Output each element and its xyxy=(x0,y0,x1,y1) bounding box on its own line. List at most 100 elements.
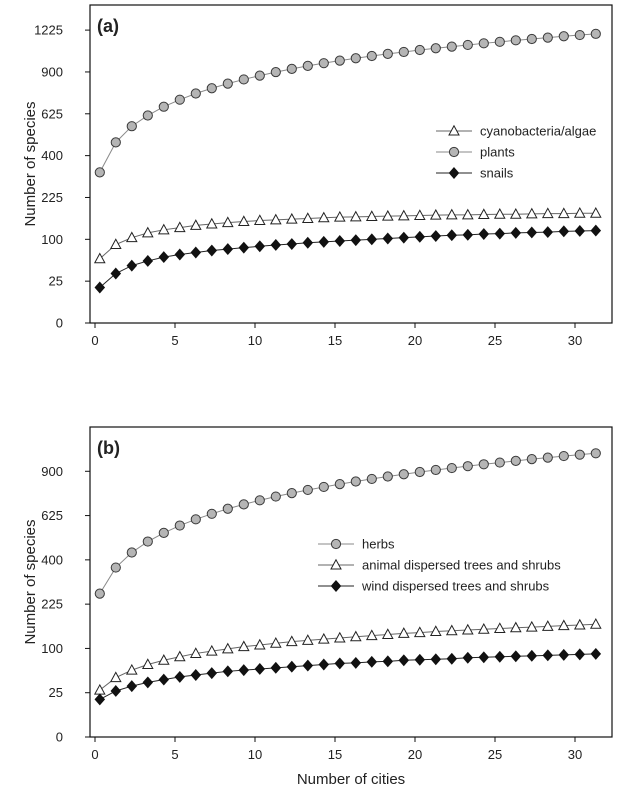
panel-a-legend: cyanobacteria/algaeplantssnails xyxy=(436,124,596,181)
data-point xyxy=(111,239,121,248)
data-point xyxy=(431,654,440,664)
data-point xyxy=(303,660,312,670)
panel-b-series xyxy=(95,449,601,705)
data-point xyxy=(431,231,440,241)
data-point xyxy=(463,653,472,663)
data-point xyxy=(383,211,393,220)
data-point xyxy=(175,521,184,530)
data-point xyxy=(175,95,184,104)
y-tick-label: 0 xyxy=(56,730,63,745)
data-point xyxy=(591,649,600,659)
legend-label: wind dispersed trees and shrubs xyxy=(361,579,550,594)
data-point xyxy=(479,209,489,218)
legend-item: herbs xyxy=(318,537,395,552)
x-tick-label: 5 xyxy=(171,333,178,348)
data-point xyxy=(111,268,120,278)
data-point xyxy=(287,489,296,498)
data-point xyxy=(351,54,360,63)
data-point xyxy=(335,56,344,65)
y-tick-label: 100 xyxy=(41,641,63,656)
data-point xyxy=(511,36,520,45)
data-point xyxy=(127,548,136,557)
data-point xyxy=(239,242,248,252)
data-point xyxy=(527,455,536,464)
shared-xlabel: Number of cities xyxy=(297,771,405,788)
x-tick-label: 20 xyxy=(408,747,422,762)
data-point xyxy=(303,61,312,70)
data-point xyxy=(159,528,168,537)
data-point xyxy=(223,244,232,254)
x-tick-label: 0 xyxy=(91,747,98,762)
data-point xyxy=(303,238,312,248)
data-point xyxy=(319,482,328,491)
data-point xyxy=(479,652,488,662)
x-tick-label: 10 xyxy=(248,747,262,762)
series-line xyxy=(100,624,596,690)
data-point xyxy=(383,233,392,243)
data-point xyxy=(143,677,152,687)
series-line xyxy=(100,654,596,700)
y-tick-label: 400 xyxy=(41,148,63,163)
data-point xyxy=(543,453,552,462)
data-point xyxy=(207,84,216,93)
data-point xyxy=(447,654,456,664)
data-point xyxy=(207,245,216,255)
data-point xyxy=(111,563,120,572)
data-point xyxy=(415,467,424,476)
data-point xyxy=(159,674,168,684)
data-point xyxy=(159,252,168,262)
data-point xyxy=(351,477,360,486)
y-tick-label: 400 xyxy=(41,552,63,567)
data-point xyxy=(575,30,584,39)
data-point xyxy=(463,230,472,240)
series-line xyxy=(100,231,596,288)
series-line xyxy=(100,34,596,173)
data-point xyxy=(383,656,392,666)
data-point xyxy=(543,650,552,660)
data-point xyxy=(527,651,536,661)
data-point xyxy=(559,650,568,660)
data-point xyxy=(95,282,104,292)
series-triangle xyxy=(95,208,601,263)
data-point xyxy=(95,589,104,598)
data-point xyxy=(511,651,520,661)
data-point xyxy=(95,685,105,694)
panel-b-label: (b) xyxy=(97,438,120,458)
data-point xyxy=(527,227,536,237)
data-point xyxy=(127,665,137,674)
data-point xyxy=(223,504,232,513)
data-point xyxy=(255,664,264,674)
data-point xyxy=(495,458,504,467)
data-point xyxy=(111,138,120,147)
panel-a-series xyxy=(95,29,601,292)
data-point xyxy=(351,212,361,221)
data-point xyxy=(559,208,569,217)
series-circle xyxy=(95,29,600,177)
panel-b: (b) Number of species 025100225400625900… xyxy=(22,427,612,762)
legend-item: cyanobacteria/algae xyxy=(436,124,596,139)
y-tick-label: 225 xyxy=(41,597,63,612)
data-point xyxy=(367,51,376,60)
data-point xyxy=(543,33,552,42)
data-point xyxy=(495,209,505,218)
panel-b-ylabel: Number of species xyxy=(22,519,39,644)
data-point xyxy=(239,75,248,84)
legend-label: cyanobacteria/algae xyxy=(480,124,596,139)
data-point xyxy=(319,59,328,68)
data-point xyxy=(463,40,472,49)
data-point xyxy=(223,79,232,88)
data-point xyxy=(143,111,152,120)
data-point xyxy=(159,102,168,111)
data-point xyxy=(207,509,216,518)
legend-label: animal dispersed trees and shrubs xyxy=(362,558,561,573)
y-tick-label: 900 xyxy=(41,464,63,479)
x-tick-label: 10 xyxy=(248,333,262,348)
data-point xyxy=(415,655,424,665)
legend-marker xyxy=(331,560,341,569)
data-point xyxy=(591,619,601,628)
data-point xyxy=(319,237,328,247)
data-point xyxy=(95,254,105,263)
data-point xyxy=(495,228,504,238)
x-tick-label: 25 xyxy=(488,747,502,762)
data-point xyxy=(479,460,488,469)
